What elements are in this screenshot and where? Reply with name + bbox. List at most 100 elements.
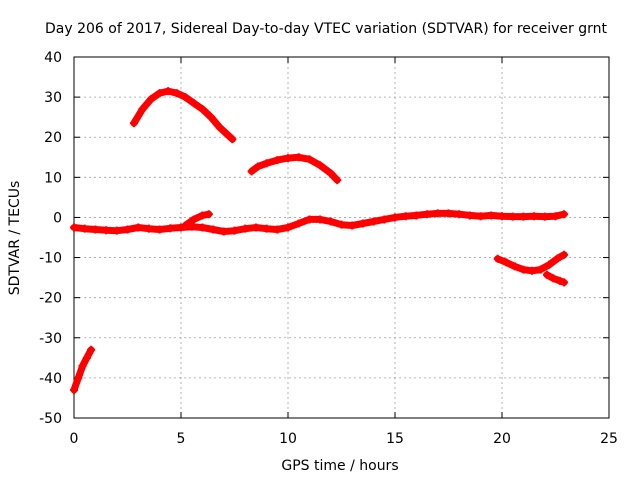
data-point (527, 266, 536, 275)
data-point (284, 154, 292, 163)
y-tick-label: -30 (39, 331, 62, 347)
series-arc-7 (542, 270, 569, 287)
data-point (519, 265, 528, 274)
data-point (166, 224, 175, 233)
data-point (228, 135, 237, 144)
data-point (316, 161, 325, 170)
x-axis-label: GPS time / hours (281, 458, 398, 474)
x-tick-label: 0 (70, 431, 79, 447)
data-point (498, 212, 506, 221)
data-point (230, 226, 239, 235)
data-point (391, 213, 399, 222)
x-tick-labels: 0 5 10 15 20 25 (70, 431, 618, 447)
data-point (215, 123, 224, 132)
data-point (536, 265, 545, 274)
data-point (401, 212, 410, 221)
data-point (326, 217, 335, 226)
data-point (80, 224, 89, 233)
data-point (155, 89, 164, 98)
data-point (189, 99, 198, 108)
data-point (78, 361, 87, 370)
data-point (294, 153, 303, 162)
y-tick-label: 10 (44, 170, 62, 186)
series-line (248, 153, 341, 184)
y-tick-label: -40 (39, 371, 62, 387)
data-point (82, 353, 91, 362)
data-point (87, 345, 96, 354)
data-point (155, 225, 164, 234)
data-point (433, 209, 442, 218)
data-point (198, 105, 207, 114)
y-tick-label: -50 (39, 411, 62, 427)
data-point (102, 226, 111, 235)
data-point (508, 212, 517, 221)
data-point (545, 260, 554, 269)
y-tick-label: 0 (53, 210, 62, 226)
x-tick-label: 25 (600, 431, 618, 447)
data-point (247, 167, 256, 176)
data-point (305, 215, 314, 224)
y-tick-label: 20 (44, 130, 62, 146)
data-point (123, 225, 132, 234)
x-tick-label: 15 (386, 431, 404, 447)
data-point (273, 225, 282, 234)
data-point (112, 226, 121, 235)
chart-title: Day 206 of 2017, Sidereal Day-to-day VTE… (45, 21, 607, 37)
data-point (333, 176, 342, 185)
data-point (560, 250, 569, 259)
plot-frame (73, 56, 610, 419)
y-tick-labels: -50 -40 -30 -20 -10 0 10 20 30 40 (39, 50, 62, 427)
data-point (144, 224, 153, 233)
y-tick-label: 30 (44, 90, 62, 106)
y-tick-label: 40 (44, 50, 62, 66)
grid-lines (74, 57, 609, 418)
data-point (555, 276, 564, 285)
data-point (241, 224, 250, 233)
data-point (540, 212, 549, 221)
series-arc-2 (129, 87, 237, 144)
data-point (70, 385, 78, 394)
data-point (476, 212, 485, 221)
y-axis-label: SDTVAR / TECUs (7, 181, 23, 296)
data-point (251, 223, 260, 232)
y-tick-label: -10 (39, 251, 62, 267)
series-arc-4 (70, 209, 569, 236)
x-tick-label: 10 (279, 431, 297, 447)
x-tick-label: 20 (493, 431, 511, 447)
data-point (294, 219, 303, 228)
data-point (138, 105, 147, 114)
data-point (369, 217, 378, 226)
data-point (423, 210, 432, 219)
data-point (444, 209, 453, 218)
data-point (204, 210, 213, 219)
data-point (273, 156, 282, 165)
data-point (542, 270, 551, 279)
data-point (224, 131, 233, 140)
data-point (553, 254, 562, 263)
data-point (348, 221, 357, 230)
data-point (560, 210, 569, 219)
data-point (147, 95, 156, 104)
data-point (206, 113, 215, 122)
data-point (493, 254, 502, 263)
data-point (172, 89, 181, 98)
data-point (487, 211, 496, 220)
data-point (358, 219, 367, 228)
data-point (551, 212, 560, 221)
data-point (305, 155, 314, 164)
series-arc-3 (247, 153, 342, 185)
data-point (455, 210, 464, 219)
data-point (181, 221, 190, 230)
data-point (129, 119, 138, 128)
data-point (380, 215, 389, 224)
y-tick-label: -20 (39, 291, 62, 307)
data-point (164, 87, 173, 96)
data-point (530, 212, 539, 221)
series-arc-1 (70, 345, 96, 394)
data-point (181, 93, 190, 102)
data-series (70, 87, 569, 394)
series-arc-5 (181, 210, 213, 230)
data-point (70, 223, 78, 232)
series-arc-6 (493, 250, 569, 275)
